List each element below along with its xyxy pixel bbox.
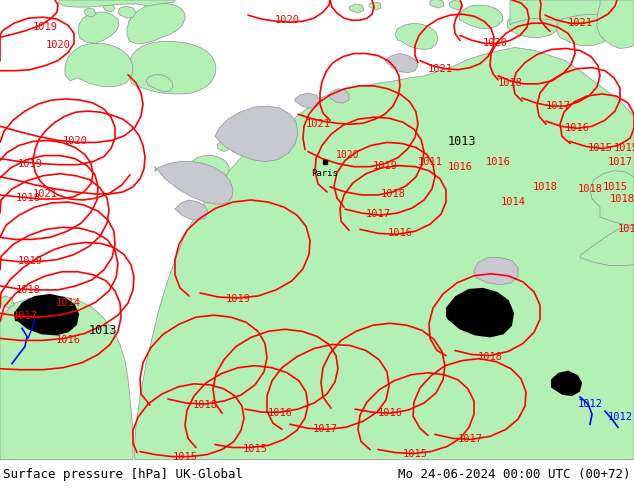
Polygon shape — [552, 372, 581, 395]
Text: 1017: 1017 — [458, 435, 482, 444]
Polygon shape — [84, 8, 96, 17]
Text: 1011: 1011 — [418, 157, 443, 167]
Polygon shape — [58, 0, 175, 7]
Text: 1014: 1014 — [56, 298, 81, 308]
Polygon shape — [128, 42, 216, 94]
Text: 1015: 1015 — [242, 443, 268, 454]
Polygon shape — [231, 146, 242, 153]
Text: 1015: 1015 — [403, 448, 427, 459]
Text: 1020: 1020 — [46, 41, 70, 50]
Text: 1020: 1020 — [336, 149, 359, 160]
Text: 1012: 1012 — [607, 412, 633, 422]
Text: 1017: 1017 — [365, 209, 391, 219]
Polygon shape — [118, 6, 136, 18]
Polygon shape — [430, 0, 444, 8]
Polygon shape — [146, 75, 173, 92]
Polygon shape — [295, 93, 320, 108]
Text: 1020: 1020 — [63, 136, 87, 147]
Text: 1021: 1021 — [427, 64, 453, 74]
Text: 1018: 1018 — [498, 78, 522, 88]
Text: 1021: 1021 — [567, 18, 593, 28]
Text: 1014: 1014 — [500, 197, 526, 207]
Text: 1016: 1016 — [448, 162, 472, 172]
Text: 1012: 1012 — [578, 399, 602, 409]
Text: 1015: 1015 — [614, 144, 634, 153]
Text: 1016: 1016 — [377, 408, 403, 418]
Polygon shape — [580, 227, 634, 266]
Text: 1017: 1017 — [13, 311, 37, 321]
Polygon shape — [65, 44, 133, 87]
Polygon shape — [0, 296, 14, 308]
Text: 1017: 1017 — [545, 101, 571, 111]
Text: 1016: 1016 — [268, 408, 292, 418]
Polygon shape — [369, 2, 381, 10]
Polygon shape — [597, 0, 634, 49]
Polygon shape — [190, 155, 229, 178]
Polygon shape — [0, 296, 133, 460]
Text: 1018: 1018 — [193, 400, 217, 410]
Polygon shape — [459, 5, 503, 28]
Text: 1019: 1019 — [618, 224, 634, 234]
Polygon shape — [507, 11, 558, 37]
Text: 1015: 1015 — [588, 144, 612, 153]
Polygon shape — [474, 258, 518, 285]
Polygon shape — [349, 4, 364, 13]
Text: Paris: Paris — [311, 169, 339, 178]
Text: 1016: 1016 — [387, 228, 413, 238]
Polygon shape — [103, 3, 115, 12]
Polygon shape — [449, 0, 463, 10]
Text: 1018: 1018 — [533, 182, 557, 192]
Polygon shape — [15, 295, 78, 334]
Text: 1021: 1021 — [306, 119, 330, 129]
Text: Surface pressure [hPa] UK-Global: Surface pressure [hPa] UK-Global — [3, 468, 243, 481]
Text: 1017: 1017 — [313, 424, 337, 434]
Text: 1020: 1020 — [482, 38, 507, 49]
Polygon shape — [215, 106, 298, 162]
Text: 1016: 1016 — [486, 157, 510, 167]
Text: 1018: 1018 — [380, 189, 406, 199]
Text: 1018: 1018 — [15, 193, 41, 203]
Polygon shape — [127, 3, 185, 44]
Text: 1016: 1016 — [564, 123, 590, 133]
Text: 1013: 1013 — [89, 324, 117, 337]
Text: 1019: 1019 — [373, 161, 398, 171]
Polygon shape — [175, 200, 208, 220]
Text: 1016: 1016 — [56, 336, 81, 345]
Text: 1021: 1021 — [32, 189, 58, 199]
Text: 1018: 1018 — [15, 285, 41, 295]
Text: Mo 24-06-2024 00:00 UTC (00+72): Mo 24-06-2024 00:00 UTC (00+72) — [398, 468, 631, 481]
Polygon shape — [447, 289, 513, 336]
Text: 1019: 1019 — [18, 159, 42, 169]
Text: 1018: 1018 — [477, 352, 503, 362]
Text: 1019: 1019 — [226, 294, 250, 304]
Text: 1017: 1017 — [607, 157, 633, 167]
Polygon shape — [155, 162, 233, 204]
Text: 1020: 1020 — [275, 15, 299, 25]
Polygon shape — [385, 53, 418, 73]
Text: 1015: 1015 — [602, 182, 628, 192]
Polygon shape — [395, 23, 438, 49]
Polygon shape — [134, 48, 634, 460]
Polygon shape — [510, 0, 634, 25]
Polygon shape — [78, 12, 119, 44]
Text: 1019: 1019 — [18, 256, 42, 266]
Polygon shape — [557, 11, 614, 46]
Polygon shape — [217, 142, 229, 151]
Text: 1013: 1013 — [448, 135, 476, 148]
Text: 1015: 1015 — [172, 452, 198, 462]
Polygon shape — [329, 89, 349, 103]
Text: 1019: 1019 — [32, 22, 58, 32]
Text: 1018: 1018 — [578, 184, 602, 194]
Polygon shape — [590, 171, 634, 225]
Text: 1018: 1018 — [609, 194, 634, 204]
